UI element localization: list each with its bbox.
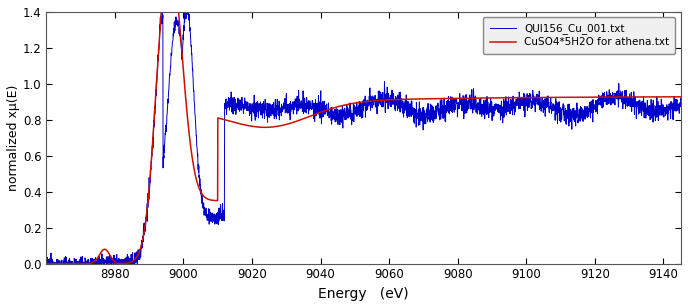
QUI156_Cu_001.txt	[676, 96, 685, 100]
Line: QUI156_Cu_001.txt: QUI156_Cu_001.txt	[46, 12, 680, 264]
CuSO4*5H2O for athena.txt	[152, 84, 160, 87]
Legend: QUI156_Cu_001.txt, CuSO4*5H2O for athena.txt: QUI156_Cu_001.txt, CuSO4*5H2O for athena…	[484, 17, 676, 54]
X-axis label: Energy   (eV): Energy (eV)	[318, 287, 409, 301]
CuSO4*5H2O for athena.txt	[664, 95, 672, 99]
Y-axis label: normalized xμ(E): normalized xμ(E)	[7, 85, 20, 191]
CuSO4*5H2O for athena.txt	[114, 262, 122, 265]
QUI156_Cu_001.txt	[42, 262, 50, 265]
Line: CuSO4*5H2O for athena.txt: CuSO4*5H2O for athena.txt	[46, 12, 680, 264]
QUI156_Cu_001.txt	[286, 105, 294, 109]
QUI156_Cu_001.txt	[114, 262, 122, 265]
QUI156_Cu_001.txt	[152, 83, 160, 87]
QUI156_Cu_001.txt	[664, 112, 672, 116]
CuSO4*5H2O for athena.txt	[596, 95, 604, 99]
CuSO4*5H2O for athena.txt	[158, 10, 166, 14]
CuSO4*5H2O for athena.txt	[42, 262, 50, 265]
CuSO4*5H2O for athena.txt	[676, 95, 685, 99]
QUI156_Cu_001.txt	[596, 103, 604, 106]
CuSO4*5H2O for athena.txt	[286, 122, 294, 125]
QUI156_Cu_001.txt	[313, 111, 321, 114]
CuSO4*5H2O for athena.txt	[313, 111, 321, 115]
QUI156_Cu_001.txt	[158, 10, 166, 14]
